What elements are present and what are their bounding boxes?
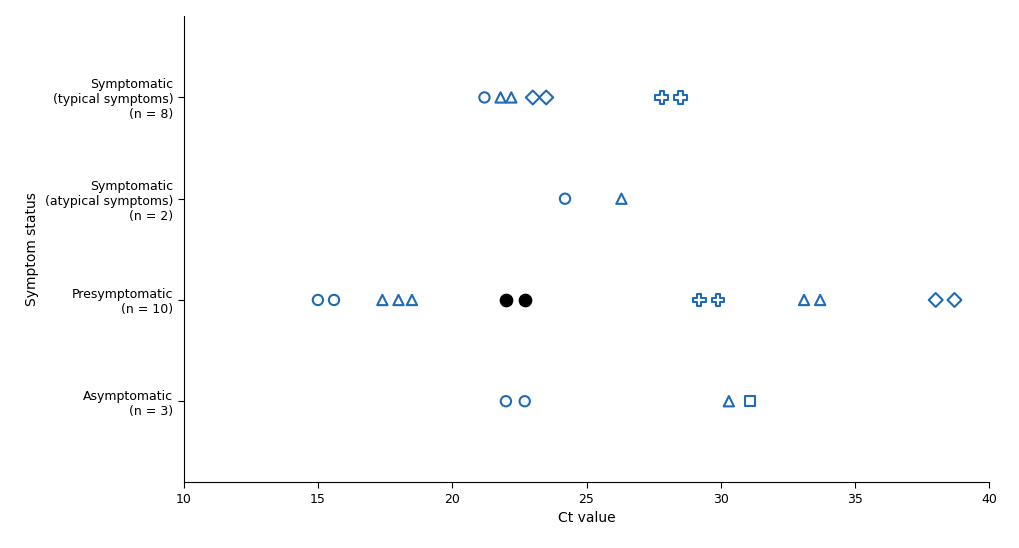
Point [583,295,599,304]
Point [653,93,669,102]
Point [640,295,656,304]
Point [672,93,688,102]
Point [691,295,707,304]
Point [640,295,656,304]
Point [524,93,540,102]
Point [926,295,943,304]
Point [634,93,650,102]
Point [374,295,390,304]
Point [634,93,650,102]
Y-axis label: Symptom status: Symptom status [25,192,39,306]
Point [556,295,573,304]
Point [497,397,514,406]
Point [742,397,758,406]
Point [502,93,519,102]
Point [795,295,811,304]
Point [612,195,629,203]
Point [599,93,615,102]
Point [476,93,492,102]
Point [325,295,341,304]
Point [497,295,514,304]
Point [310,295,326,304]
Point [714,93,731,102]
Point [516,295,532,304]
Point [492,93,508,102]
Point [538,93,554,102]
Point [830,295,847,304]
X-axis label: Ct value: Ct value [557,511,614,525]
Point [691,93,707,102]
Point [720,397,737,406]
Point [390,295,407,304]
Point [516,397,532,406]
Point [709,295,726,304]
Point [811,295,827,304]
Point [556,195,573,203]
Point [583,93,599,102]
Point [404,295,420,304]
Point [946,295,962,304]
